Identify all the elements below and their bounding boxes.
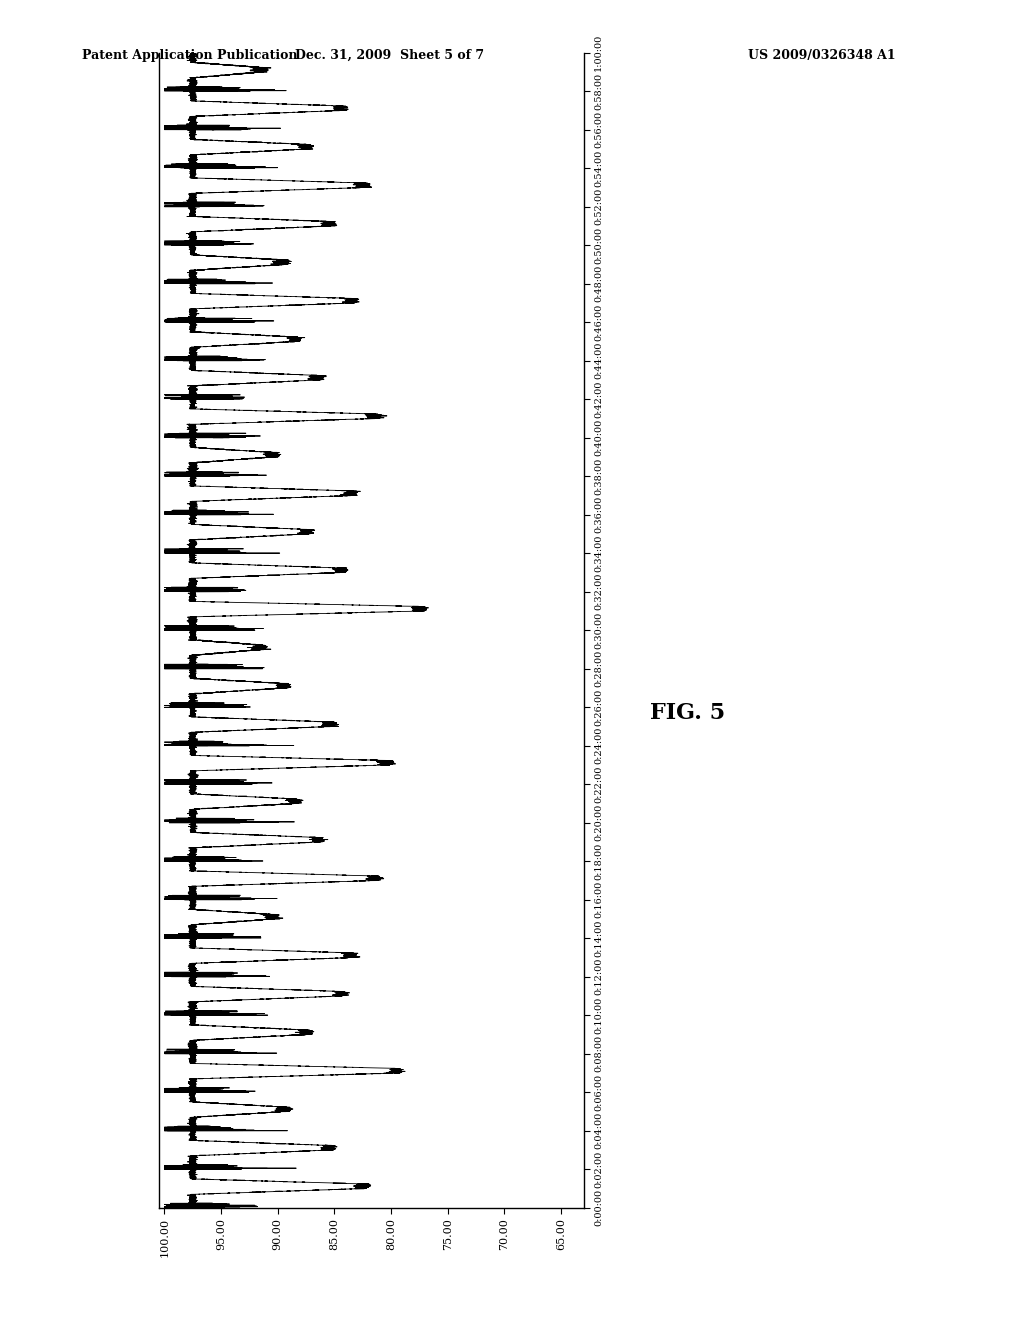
Text: FIG. 5: FIG. 5 [650,702,725,723]
Text: US 2009/0326348 A1: US 2009/0326348 A1 [748,49,895,62]
Text: Dec. 31, 2009  Sheet 5 of 7: Dec. 31, 2009 Sheet 5 of 7 [295,49,483,62]
Text: Patent Application Publication: Patent Application Publication [82,49,297,62]
